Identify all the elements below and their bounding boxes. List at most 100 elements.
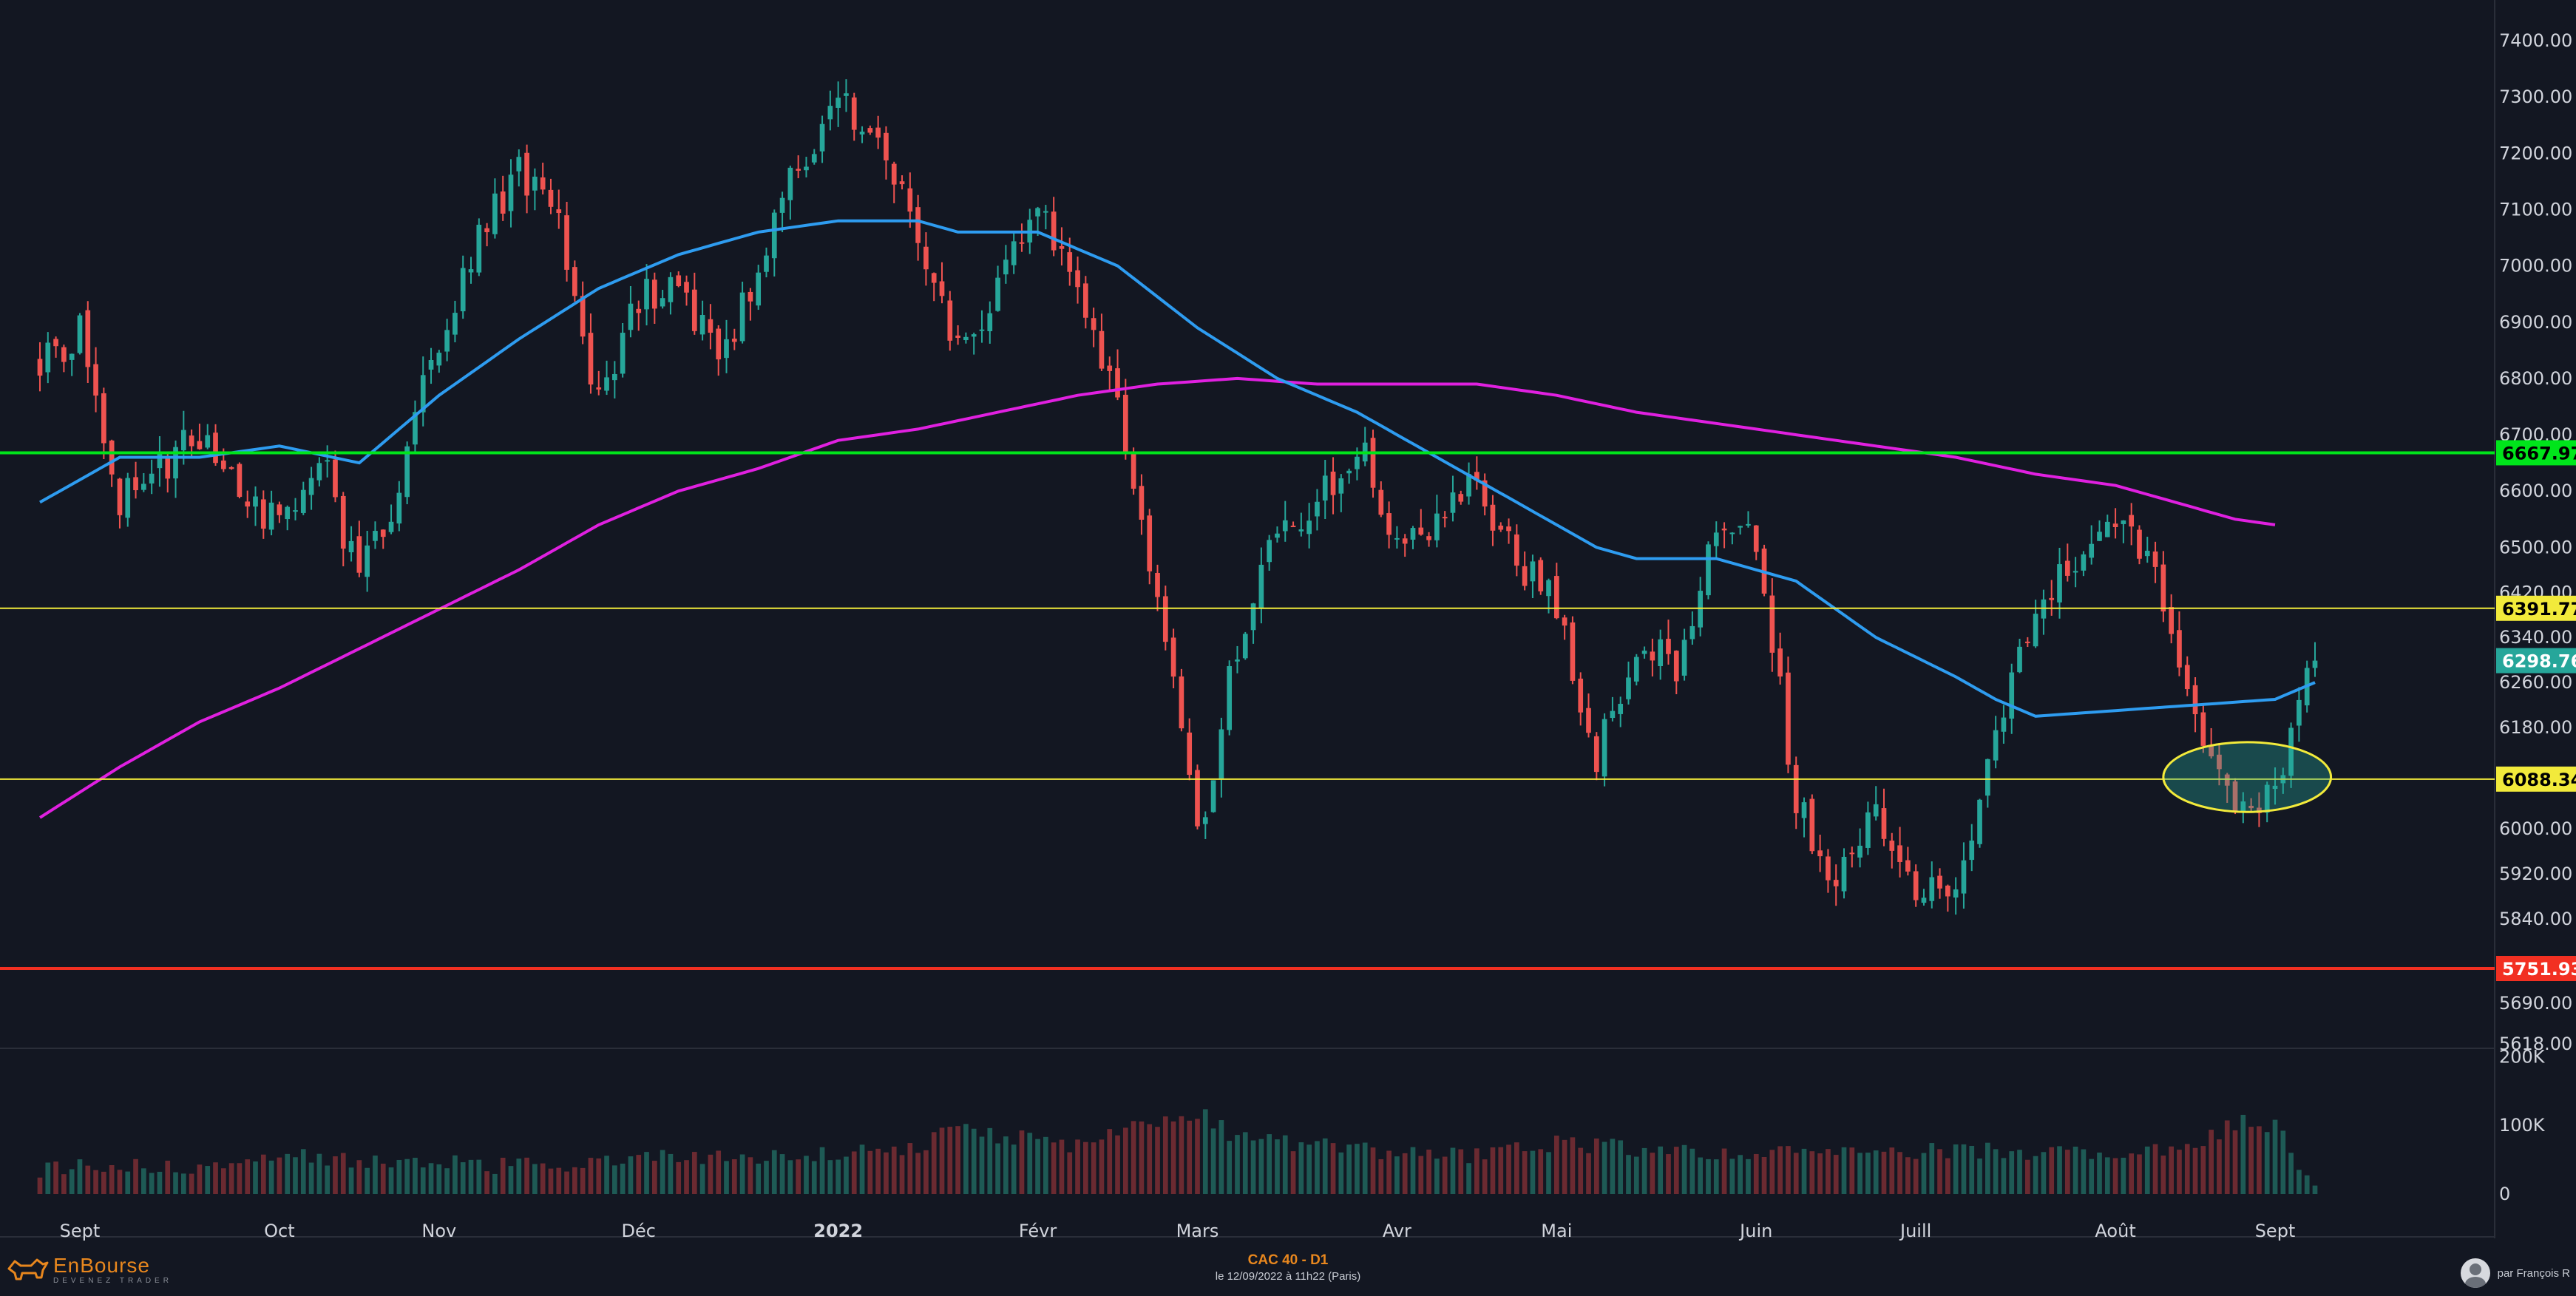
chart-footer: EnBourse DEVENEZ TRADER CAC 40 - D1 le 1…	[0, 1249, 2576, 1296]
volume-bar	[77, 1159, 83, 1194]
candle-body	[875, 127, 881, 138]
candle-body	[756, 272, 762, 306]
candle-body	[1498, 525, 1504, 530]
candle-body	[731, 339, 737, 342]
candle-body	[1865, 812, 1871, 848]
candle-body	[1267, 540, 1272, 563]
candle-body	[2033, 614, 2038, 647]
candle-body	[1147, 515, 1153, 571]
candle-body	[2232, 781, 2238, 813]
volume-bar	[891, 1146, 897, 1194]
volume-bar	[875, 1148, 881, 1194]
volume-bar	[1099, 1139, 1105, 1194]
candle-body	[1801, 802, 1807, 818]
candle-body	[1729, 532, 1735, 535]
volume-bar	[1673, 1147, 1679, 1194]
volume-bar	[436, 1164, 442, 1194]
candle-body	[987, 313, 993, 331]
volume-bar	[1227, 1141, 1233, 1194]
volume-bar	[428, 1163, 434, 1194]
volume-bar	[1115, 1135, 1120, 1194]
candle-body	[1218, 729, 1224, 779]
candle-body	[1370, 438, 1376, 488]
volume-bar	[851, 1151, 857, 1194]
candle-body	[453, 313, 458, 335]
volume-bar	[268, 1160, 274, 1194]
volume-bar	[1849, 1147, 1855, 1194]
volume-bar	[2169, 1146, 2175, 1194]
candle-body	[819, 123, 825, 152]
candle-body	[1841, 856, 1847, 892]
volume-bar	[844, 1156, 849, 1194]
candle-body	[428, 359, 434, 370]
candle-body	[891, 163, 897, 185]
volume-bar	[1466, 1163, 1471, 1194]
candle-body	[1355, 456, 1360, 469]
volume-bar	[2081, 1149, 2087, 1194]
candle-body	[2200, 712, 2206, 746]
volume-bar	[931, 1132, 937, 1194]
volume-bar	[1786, 1146, 1791, 1194]
candle-body	[1889, 841, 1895, 851]
volume-bar	[532, 1164, 538, 1194]
volume-bar	[1753, 1153, 1759, 1194]
candle-body	[109, 440, 115, 475]
volume-bar	[588, 1158, 594, 1194]
candle-body	[796, 169, 801, 171]
volume-bar	[708, 1154, 714, 1194]
price-tick-label: 7100.00	[2499, 199, 2572, 220]
price-badge-label: 5751.93	[2502, 959, 2576, 980]
candle-body	[1139, 486, 1145, 520]
candle-body	[1346, 470, 1352, 474]
candle-body	[1738, 526, 1743, 528]
candle-body	[1961, 860, 1967, 894]
volume-bar	[915, 1153, 921, 1194]
candle-body	[285, 506, 291, 520]
volume-bar	[1546, 1152, 1551, 1194]
candle-body	[1993, 730, 1999, 761]
chart-date: le 12/09/2022 à 11h22 (Paris)	[1215, 1270, 1361, 1283]
candle-body	[524, 152, 529, 196]
candle-body	[2112, 523, 2118, 527]
volume-bar	[1418, 1156, 1424, 1194]
volume-bar	[1155, 1127, 1160, 1194]
volume-bar	[348, 1167, 354, 1194]
candle-body	[2272, 785, 2278, 790]
candle-body	[1290, 526, 1296, 528]
candle-body	[1410, 528, 1416, 540]
candle-body	[373, 531, 378, 541]
volume-bar	[1035, 1139, 1040, 1194]
volume-bar	[2280, 1130, 2286, 1194]
chart-title: CAC 40 - D1	[1247, 1252, 1329, 1268]
volume-bar	[811, 1161, 817, 1194]
volume-bar	[2184, 1144, 2190, 1194]
volume-bar	[1865, 1153, 1871, 1194]
candle-body	[1650, 651, 1655, 661]
volume-bar	[197, 1164, 203, 1194]
author-name: par François R	[2497, 1266, 2570, 1280]
candle-body	[2184, 665, 2190, 690]
volume-bar	[1538, 1149, 1544, 1194]
volume-bar	[2097, 1152, 2102, 1194]
bull-icon	[7, 1258, 49, 1280]
volume-bar	[253, 1161, 258, 1194]
candle-body	[1258, 564, 1264, 609]
volume-bar	[220, 1168, 226, 1194]
candle-body	[1777, 648, 1783, 677]
volume-bar	[1402, 1153, 1408, 1194]
candle-body	[1937, 875, 1942, 889]
candle-body	[1011, 241, 1017, 265]
volume-bar	[165, 1160, 171, 1194]
candle-body	[851, 97, 857, 130]
volume-bar	[460, 1162, 466, 1194]
volume-bar	[2137, 1154, 2142, 1194]
volume-bar	[572, 1167, 577, 1194]
volume-bar	[1666, 1154, 1671, 1194]
volume-bar	[404, 1158, 410, 1194]
volume-bar	[1434, 1158, 1440, 1194]
volume-bar	[2248, 1127, 2254, 1194]
price-badge	[2496, 766, 2576, 792]
price-badges: 6667.97 6391.77 6088.34 5751.93 6298.76	[2496, 440, 2576, 982]
candle-body	[492, 193, 498, 234]
month-label: Févr	[1019, 1221, 1057, 1241]
